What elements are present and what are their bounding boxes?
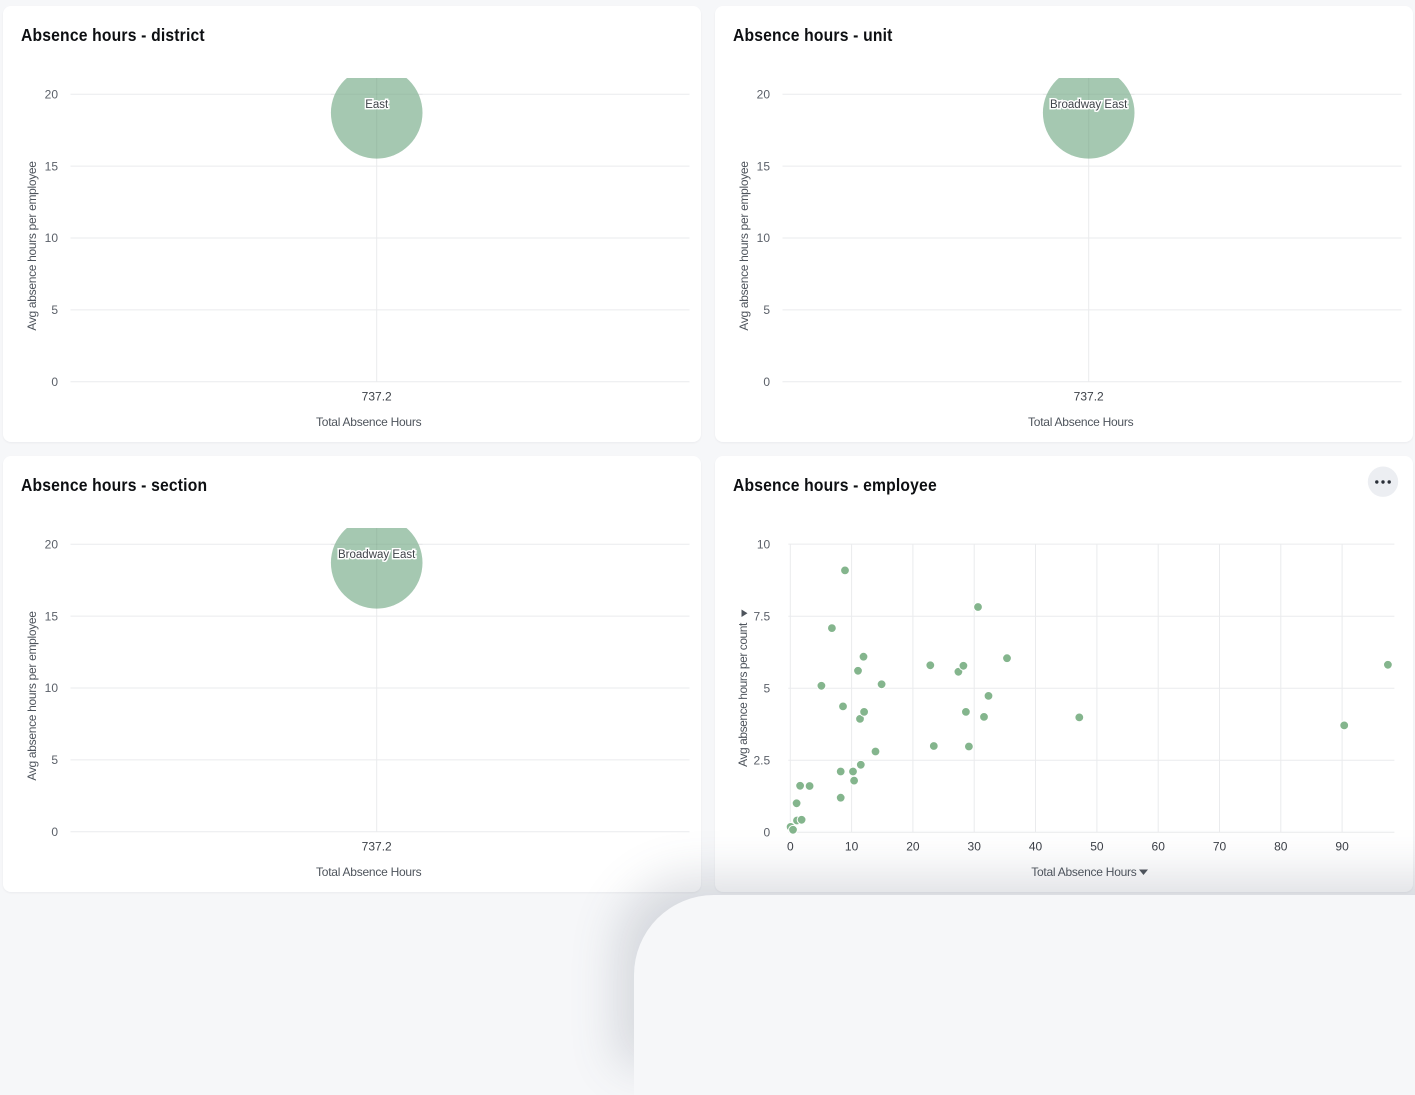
svg-text:90: 90 <box>1335 840 1349 854</box>
svg-text:60: 60 <box>1152 840 1166 854</box>
svg-text:40: 40 <box>1029 840 1043 854</box>
svg-text:Avg absence hours per employee: Avg absence hours per employee <box>737 161 751 331</box>
svg-text:20: 20 <box>45 87 59 101</box>
svg-text:80: 80 <box>1274 840 1288 854</box>
svg-text:20: 20 <box>45 537 59 551</box>
svg-text:5: 5 <box>51 303 58 317</box>
svg-text:2.5: 2.5 <box>754 753 771 767</box>
svg-text:0: 0 <box>51 375 58 389</box>
svg-text:5: 5 <box>763 303 770 317</box>
svg-text:Total Absence Hours: Total Absence Hours <box>1028 415 1134 429</box>
svg-text:0: 0 <box>763 375 770 389</box>
svg-text:737.2: 737.2 <box>1074 390 1104 404</box>
svg-text:Avg absence hours per count: Avg absence hours per count <box>736 622 750 767</box>
svg-text:30: 30 <box>968 840 982 854</box>
svg-text:20: 20 <box>757 87 771 101</box>
svg-text:0: 0 <box>764 826 771 840</box>
svg-text:737.2: 737.2 <box>362 390 392 404</box>
svg-text:East: East <box>365 99 389 111</box>
svg-text:10: 10 <box>45 681 59 695</box>
svg-text:5: 5 <box>764 681 771 695</box>
svg-text:0: 0 <box>51 825 58 839</box>
svg-text:Total Absence Hours: Total Absence Hours <box>316 865 422 879</box>
svg-text:10: 10 <box>757 537 771 551</box>
svg-text:Avg absence hours per employee: Avg absence hours per employee <box>25 161 39 331</box>
svg-text:0: 0 <box>787 840 794 854</box>
svg-text:15: 15 <box>45 609 59 623</box>
svg-text:Broadway East: Broadway East <box>338 549 416 561</box>
svg-text:10: 10 <box>757 231 771 245</box>
svg-text:Total Absence Hours: Total Absence Hours <box>316 415 422 429</box>
svg-text:Total Absence Hours: Total Absence Hours <box>1031 865 1137 879</box>
svg-text:15: 15 <box>45 159 59 173</box>
svg-text:50: 50 <box>1090 840 1104 854</box>
svg-text:15: 15 <box>757 159 771 173</box>
svg-text:10: 10 <box>45 231 59 245</box>
svg-text:70: 70 <box>1213 840 1227 854</box>
svg-text:10: 10 <box>845 840 859 854</box>
svg-text:20: 20 <box>906 840 920 854</box>
svg-text:7.5: 7.5 <box>754 609 771 623</box>
svg-text:5: 5 <box>51 753 58 767</box>
svg-text:Broadway East: Broadway East <box>1050 99 1128 111</box>
svg-text:737.2: 737.2 <box>362 840 392 854</box>
svg-text:Avg absence hours per employee: Avg absence hours per employee <box>25 611 39 781</box>
